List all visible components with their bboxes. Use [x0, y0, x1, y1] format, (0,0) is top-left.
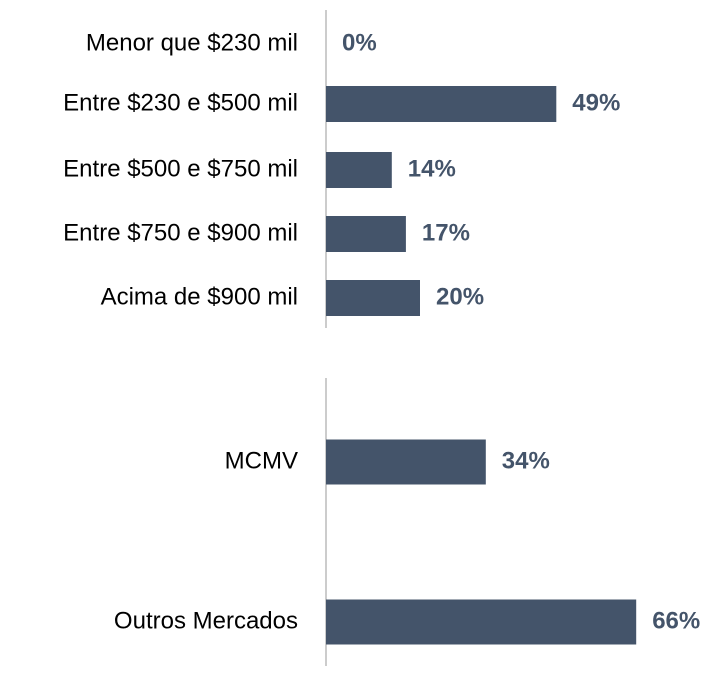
value-label: 34% [502, 447, 550, 474]
category-label: Menor que $230 mil [86, 29, 298, 56]
category-label: Acima de $900 mil [101, 283, 298, 310]
value-label: 17% [422, 219, 470, 246]
value-label: 0% [342, 29, 377, 56]
value-label: 20% [436, 283, 484, 310]
value-label: 14% [408, 155, 456, 182]
category-label: Entre $500 e $750 mil [63, 155, 298, 182]
bar [326, 599, 637, 645]
value-label: 49% [572, 89, 620, 116]
category-label: MCMV [225, 447, 298, 474]
bar [326, 280, 420, 316]
category-label: Entre $750 e $900 mil [63, 219, 298, 246]
category-label: Entre $230 e $500 mil [63, 89, 298, 116]
bar [326, 86, 557, 122]
bar [326, 216, 406, 252]
bar [326, 439, 486, 485]
category-label: Outros Mercados [114, 607, 298, 634]
value-label: 66% [652, 607, 700, 634]
bar [326, 152, 392, 188]
